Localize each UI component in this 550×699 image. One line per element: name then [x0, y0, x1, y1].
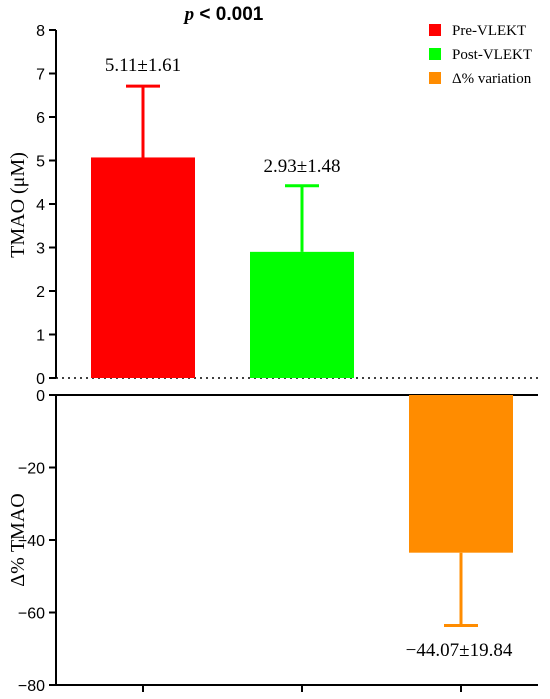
- top-y-tick-label: 6: [36, 110, 45, 127]
- top-y-tick-label: 3: [36, 241, 45, 258]
- bottom-bars: [409, 395, 513, 628]
- bottom-y-tick-label: −40: [18, 533, 45, 550]
- p-value-text: < 0.001: [194, 4, 264, 25]
- legend: Pre-VLEKT Post-VLEKT Δ% variation: [429, 23, 532, 87]
- top-panel: 0 1 2 3 4 5 6 7 8 TMAO (μM) 5.11±1.61 2.93±1.48: [7, 23, 538, 388]
- top-y-tick-label: 5: [36, 154, 45, 171]
- legend-label-pre-vlekt: Pre-VLEKT: [452, 23, 526, 39]
- bar-post-vlekt: [250, 251, 354, 378]
- bottom-y-ticks: 0 −20 −40 −60 −80: [18, 388, 56, 695]
- data-label-pre-vlekt: 5.11±1.61: [105, 55, 181, 76]
- bar-variation: [409, 395, 513, 553]
- top-y-tick-label: 0: [36, 371, 45, 388]
- bottom-y-tick-label: 0: [36, 388, 45, 405]
- legend-swatch-pre-vlekt: [429, 24, 441, 36]
- data-label-post-vlekt: 2.93±1.48: [264, 156, 341, 177]
- top-y-tick-label: 1: [36, 328, 45, 345]
- bottom-y-tick-label: −20: [18, 461, 45, 478]
- legend-label-variation: Δ% variation: [452, 71, 532, 87]
- bar-pre-vlekt: [91, 157, 195, 378]
- top-y-axis-title: TMAO (μM): [7, 152, 29, 258]
- legend-swatch-variation: [429, 72, 441, 84]
- bottom-panel: 0 −20 −40 −60 −80 Δ% TMAO −44.07±19.84: [7, 388, 538, 695]
- top-y-tick-label: 8: [36, 23, 45, 40]
- top-y-tick-label: 7: [36, 67, 45, 84]
- top-y-tick-label: 4: [36, 197, 45, 214]
- legend-item-variation: Δ% variation: [429, 71, 532, 87]
- legend-label-post-vlekt: Post-VLEKT: [452, 47, 532, 63]
- top-y-tick-label: 2: [36, 284, 45, 301]
- bottom-y-tick-label: −80: [18, 678, 45, 695]
- bottom-y-tick-label: −60: [18, 606, 45, 623]
- top-bars: [91, 84, 354, 378]
- p-value-annotation: p < 0.001: [183, 4, 264, 25]
- data-label-variation: −44.07±19.84: [406, 640, 513, 661]
- legend-swatch-post-vlekt: [429, 48, 441, 60]
- bottom-y-axis-title: Δ% TMAO: [7, 493, 29, 586]
- legend-item-post-vlekt: Post-VLEKT: [429, 47, 532, 63]
- top-y-ticks: 0 1 2 3 4 5 6 7 8: [36, 23, 56, 388]
- legend-item-pre-vlekt: Pre-VLEKT: [429, 23, 526, 39]
- p-symbol: p: [183, 4, 195, 25]
